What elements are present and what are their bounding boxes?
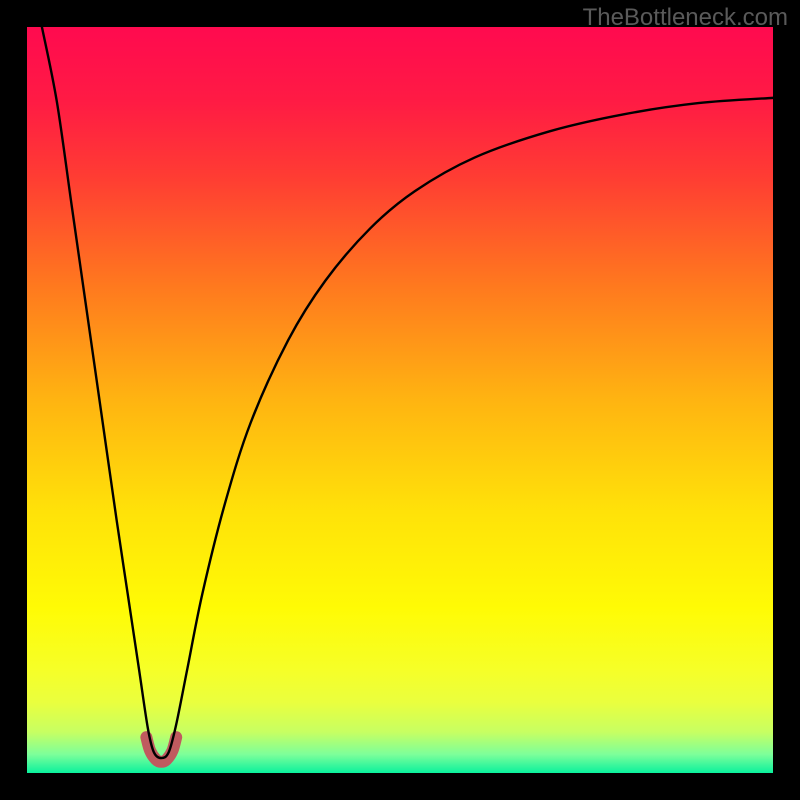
watermark-text: TheBottleneck.com [583, 4, 788, 32]
gradient-curve-chart [0, 0, 800, 800]
chart-root: TheBottleneck.com [0, 0, 800, 800]
